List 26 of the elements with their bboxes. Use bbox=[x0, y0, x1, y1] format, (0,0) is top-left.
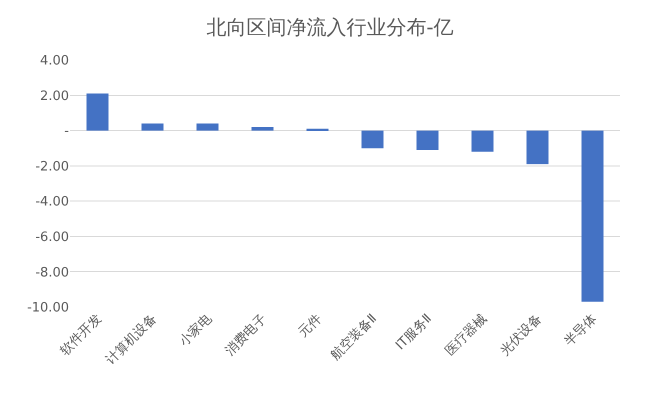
y-tick-label: 2.00 bbox=[40, 88, 69, 104]
chart-title: 北向区间净流入行业分布-亿 bbox=[206, 14, 454, 39]
x-tick-label: IT服务Ⅱ bbox=[393, 311, 435, 354]
x-tick-label: 计算机设备 bbox=[103, 311, 160, 368]
bar bbox=[582, 130, 604, 302]
bar bbox=[142, 124, 164, 131]
bar bbox=[196, 124, 218, 131]
x-tick-label: 元件 bbox=[296, 311, 325, 340]
x-tick-label: 小家电 bbox=[176, 310, 215, 350]
x-tick-label: 光伏设备 bbox=[498, 311, 545, 359]
y-tick-label: -2.00 bbox=[35, 159, 69, 174]
x-tick-label: 航空装备Ⅱ bbox=[328, 311, 380, 364]
y-tick-label: -6.00 bbox=[35, 230, 69, 245]
x-tick-label: 消费电子 bbox=[222, 311, 270, 359]
y-tick-label: 4.00 bbox=[40, 54, 69, 69]
y-tick-label: - bbox=[64, 124, 70, 140]
x-tick-label: 半导体 bbox=[562, 311, 600, 350]
y-tick-label: -8.00 bbox=[35, 265, 69, 280]
bar bbox=[362, 130, 384, 148]
bar bbox=[252, 127, 274, 131]
x-tick-label: 医疗器械 bbox=[442, 311, 490, 359]
bar bbox=[86, 94, 108, 131]
y-tick-label: -4.00 bbox=[35, 194, 69, 210]
bar bbox=[526, 130, 548, 164]
bar bbox=[472, 130, 494, 152]
bar bbox=[416, 130, 438, 150]
